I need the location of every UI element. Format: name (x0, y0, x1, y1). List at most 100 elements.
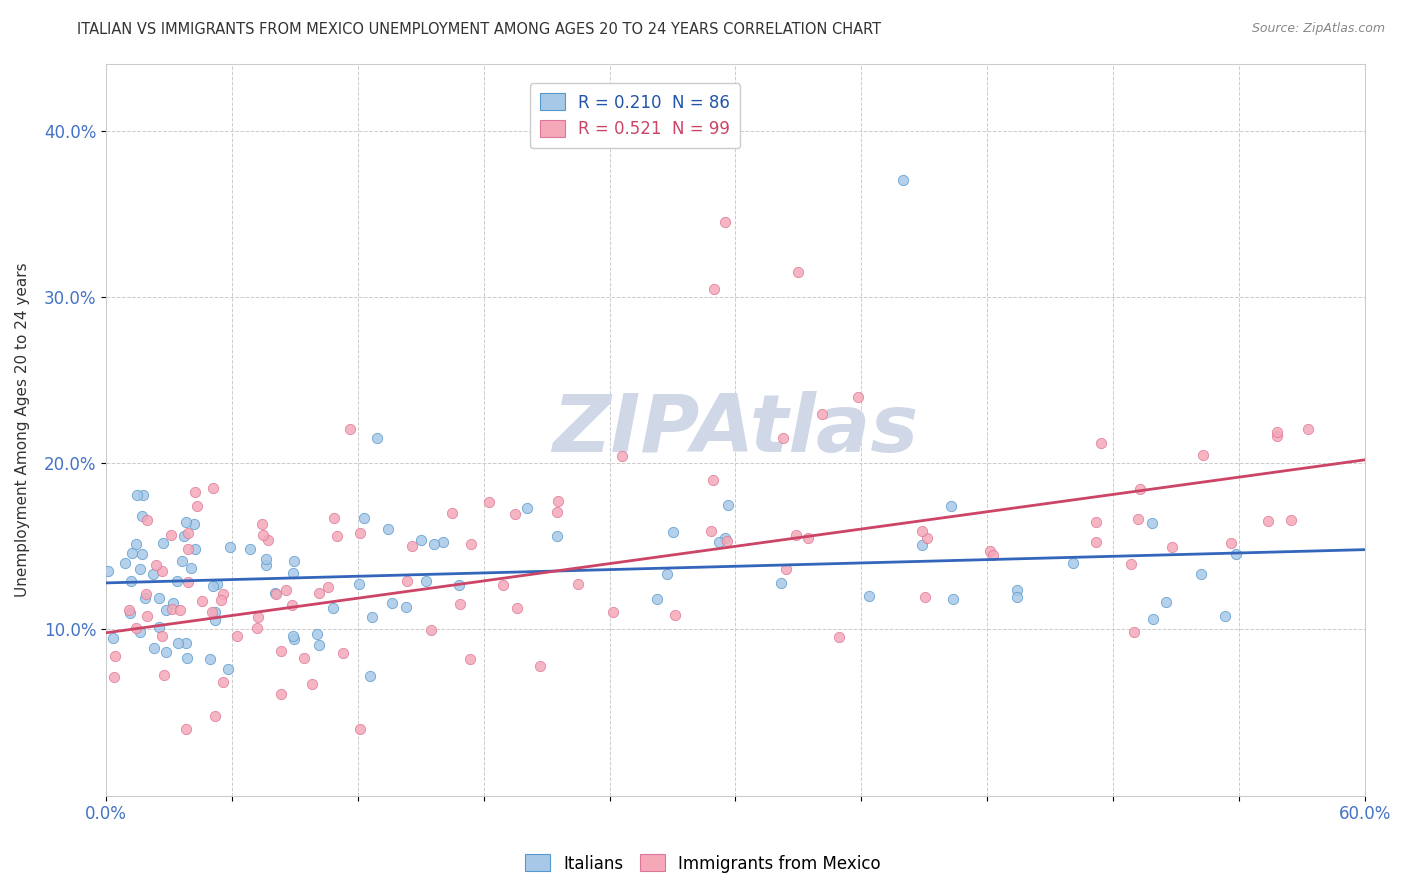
Point (381, 595, 404, 609)
Point (254, 552, 277, 566)
Point (409, 533, 432, 547)
Point (529, 659, 551, 673)
Point (1265, 429, 1288, 443)
Point (166, 574, 188, 589)
Point (129, 562, 152, 576)
Text: Source: ZipAtlas.com: Source: ZipAtlas.com (1251, 22, 1385, 36)
Point (547, 494, 569, 508)
Point (270, 686, 292, 700)
Point (787, 265, 810, 279)
Point (349, 526, 371, 541)
Point (180, 560, 202, 574)
Point (1154, 595, 1177, 609)
Point (212, 675, 235, 690)
Point (714, 215, 737, 229)
Point (1084, 515, 1107, 529)
Point (662, 525, 685, 540)
Point (270, 643, 292, 657)
Point (103, 670, 125, 684)
Point (129, 625, 152, 640)
Point (339, 422, 361, 436)
Point (911, 538, 934, 552)
Point (492, 578, 515, 592)
Text: ITALIAN VS IMMIGRANTS FROM MEXICO UNEMPLOYMENT AMONG AGES 20 TO 24 YEARS CORRELA: ITALIAN VS IMMIGRANTS FROM MEXICO UNEMPL… (77, 22, 882, 37)
Point (150, 564, 173, 578)
Point (349, 576, 371, 591)
Point (152, 535, 174, 549)
Point (136, 513, 159, 527)
Point (645, 592, 668, 607)
Point (702, 473, 724, 487)
Point (828, 630, 851, 644)
Point (204, 605, 226, 619)
Point (858, 589, 880, 603)
Point (891, 173, 914, 187)
Point (184, 485, 207, 500)
Point (505, 507, 527, 521)
Point (217, 662, 239, 676)
Point (101, 631, 124, 645)
Point (361, 609, 384, 624)
Point (713, 531, 735, 545)
Point (395, 599, 418, 614)
Point (332, 646, 354, 660)
Point (326, 529, 349, 543)
Point (173, 529, 195, 543)
Point (212, 587, 235, 601)
Point (415, 574, 437, 589)
Point (174, 515, 197, 529)
Point (134, 591, 156, 606)
Point (1128, 511, 1150, 525)
Point (135, 587, 157, 601)
Point (148, 591, 170, 605)
Point (308, 639, 330, 653)
Point (169, 603, 191, 617)
Point (322, 511, 344, 525)
Point (177, 542, 200, 557)
Text: ZIPAtlas: ZIPAtlas (553, 391, 918, 469)
Point (432, 535, 454, 549)
Point (716, 534, 738, 549)
Point (145, 558, 167, 573)
Point (155, 602, 177, 616)
Point (202, 579, 225, 593)
Point (274, 583, 297, 598)
Y-axis label: Unemployment Among Ages 20 to 24 years: Unemployment Among Ages 20 to 24 years (15, 262, 30, 598)
Point (148, 620, 170, 634)
Point (162, 596, 184, 610)
Point (941, 499, 963, 513)
Point (1161, 541, 1184, 555)
Point (602, 605, 624, 619)
Point (131, 548, 153, 562)
Point (201, 481, 224, 495)
Point (209, 593, 232, 607)
Point (1225, 547, 1247, 561)
Point (127, 488, 149, 502)
Point (655, 566, 678, 581)
Point (204, 708, 226, 723)
Point (162, 602, 184, 616)
Point (252, 528, 274, 542)
Point (176, 650, 198, 665)
Point (1062, 557, 1084, 571)
Point (1122, 624, 1144, 639)
Point (401, 539, 423, 553)
Point (1220, 536, 1243, 550)
Point (1191, 448, 1213, 462)
Point (1090, 435, 1112, 450)
Point (1129, 482, 1152, 496)
Point (174, 635, 197, 649)
Point (226, 629, 249, 643)
Point (97, 564, 120, 578)
Point (114, 556, 136, 570)
Point (703, 281, 725, 295)
Point (1142, 612, 1164, 626)
Point (118, 602, 141, 616)
Point (316, 580, 339, 594)
Point (283, 632, 305, 647)
Point (449, 597, 471, 611)
Point (131, 509, 153, 524)
Point (150, 629, 173, 643)
Point (772, 431, 794, 445)
Point (198, 652, 221, 666)
